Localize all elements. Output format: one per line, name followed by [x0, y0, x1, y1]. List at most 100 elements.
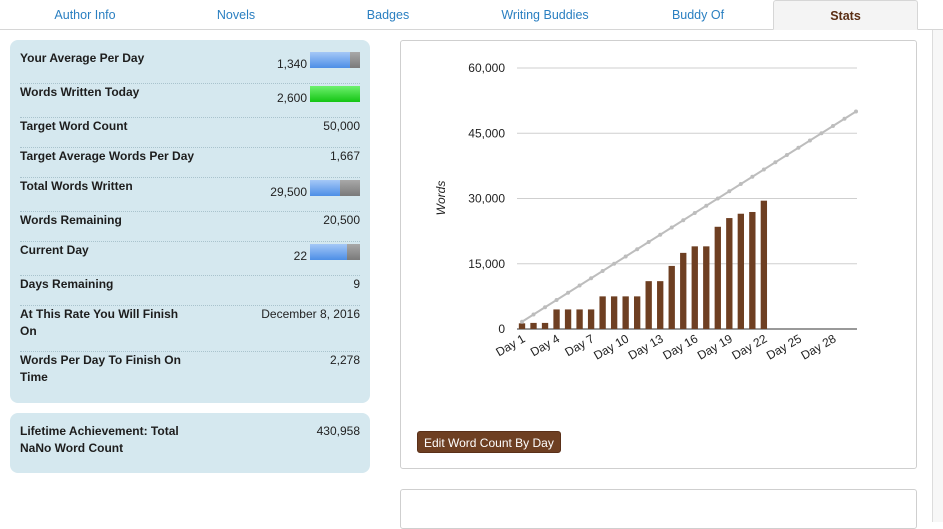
progress-bar	[310, 180, 360, 196]
target-point	[520, 319, 524, 324]
tab-author-info[interactable]: Author Info	[54, 8, 116, 22]
stat-value: 50,000	[323, 119, 360, 133]
bar-day-21	[749, 211, 756, 329]
x-tick-label: Day 19	[695, 331, 735, 362]
bar-day-19	[726, 218, 733, 329]
x-tick-label: Day 16	[660, 331, 700, 362]
target-line	[521, 110, 857, 323]
progress-bar-fill	[310, 86, 360, 102]
y-axis-label: Words	[434, 181, 448, 216]
target-point	[612, 261, 617, 266]
progress-bar	[310, 244, 360, 260]
x-tick-label: Day 10	[591, 331, 631, 362]
target-point	[692, 210, 697, 215]
target-point	[773, 160, 778, 165]
bar-day-11	[634, 296, 641, 329]
target-point	[566, 290, 571, 295]
stat-row-target-word-count: Target Word Count 50,000	[20, 118, 360, 148]
stat-row-target-average: Target Average Words Per Day 1,667	[20, 148, 360, 178]
target-point	[543, 305, 548, 310]
y-tick-label: 30,000	[468, 192, 505, 206]
target-point	[554, 297, 559, 302]
target-point	[623, 254, 628, 259]
progress-bar-remainder	[340, 180, 360, 196]
target-point	[646, 239, 651, 244]
bar-day-8	[599, 296, 606, 329]
stat-label: Words Remaining	[20, 213, 122, 227]
bar-day-16	[691, 246, 698, 329]
target-point	[807, 138, 812, 143]
stat-label: At This Rate You Will Finish On	[20, 307, 179, 338]
progress-bar-fill	[310, 52, 350, 68]
stat-label: Target Word Count	[20, 119, 128, 133]
progress-bar	[310, 52, 360, 68]
target-point	[738, 181, 743, 186]
target-point	[635, 247, 640, 252]
chart-card: 0 15,000 30,000 45,000 60,000 Words Day 1 Day 4…	[400, 40, 917, 469]
target-point	[589, 276, 594, 281]
target-point	[715, 196, 720, 201]
stat-value: 1,667	[329, 149, 360, 163]
stat-row-average-per-day: Your Average Per Day 1,340	[20, 50, 360, 84]
target-point	[727, 189, 732, 194]
bar-day-9	[610, 296, 618, 329]
bar-day-7	[587, 309, 595, 329]
target-point	[842, 116, 847, 121]
lifetime-label: Lifetime Achievement: Total NaNo Word Co…	[20, 424, 179, 455]
bar-day-2	[530, 322, 537, 329]
tab-stats[interactable]: Stats	[773, 0, 918, 30]
stat-label: Total Words Written	[20, 179, 133, 193]
target-point	[531, 312, 536, 317]
y-tick-label: 60,000	[468, 61, 505, 75]
bar-day-4	[553, 309, 560, 329]
target-point	[796, 145, 801, 150]
x-tick-label: Day 22	[729, 331, 769, 362]
bar-day-14	[668, 265, 675, 329]
bar-day-13	[657, 281, 664, 329]
bar-day-17	[703, 246, 710, 329]
stat-row-days-remaining: Days Remaining 9	[20, 276, 360, 306]
stat-row-words-per-day-to-finish: Words Per Day To Finish On Time 2,278	[20, 352, 360, 398]
lifetime-value: 430,958	[316, 424, 360, 438]
target-point	[681, 218, 686, 223]
x-tick-label: Day 7	[562, 331, 596, 359]
bar-day-22	[760, 200, 768, 329]
target-point	[577, 283, 582, 288]
target-point	[658, 232, 663, 237]
stat-value: 29,500	[270, 185, 307, 199]
target-point	[600, 268, 605, 273]
scrollbar[interactable]	[932, 30, 943, 522]
target-point	[819, 131, 824, 136]
stat-label: Current Day	[20, 243, 89, 257]
tab-badges[interactable]: Badges	[366, 8, 410, 22]
bar-day-20	[737, 213, 744, 329]
bar-day-5	[564, 309, 572, 329]
progress-bar	[310, 86, 360, 102]
y-tick-label: 45,000	[468, 126, 505, 140]
tab-writing-buddies[interactable]: Writing Buddies	[501, 8, 589, 22]
stat-value: 2,600	[276, 91, 307, 105]
y-tick-label: 0	[498, 322, 505, 336]
profile-tabs: Author Info Novels Badges Writing Buddie…	[0, 0, 943, 30]
target-point	[830, 123, 835, 128]
target-point	[704, 203, 709, 208]
target-point	[750, 174, 755, 179]
target-point	[854, 109, 858, 114]
progress-bar-remainder	[350, 52, 360, 68]
stat-label: Words Per Day To Finish On Time	[20, 353, 181, 384]
edit-word-count-button[interactable]: Edit Word Count By Day	[417, 431, 561, 453]
stat-row-current-day: Current Day 22	[20, 242, 360, 276]
tab-buddy-of[interactable]: Buddy Of	[671, 8, 725, 22]
stat-value: 1,340	[276, 57, 307, 71]
x-tick-label: Day 25	[764, 331, 804, 362]
tab-novels[interactable]: Novels	[216, 8, 256, 22]
x-tick-label: Day 28	[799, 331, 839, 362]
bar-day-10	[622, 296, 629, 329]
stat-value: 20,500	[323, 213, 360, 227]
progress-bar-fill	[310, 244, 347, 260]
stat-row-finish-date: At This Rate You Will Finish On December…	[20, 306, 360, 352]
progress-bar-fill	[310, 180, 340, 196]
stat-label: Target Average Words Per Day	[20, 149, 195, 163]
stat-label: Your Average Per Day	[20, 51, 145, 65]
